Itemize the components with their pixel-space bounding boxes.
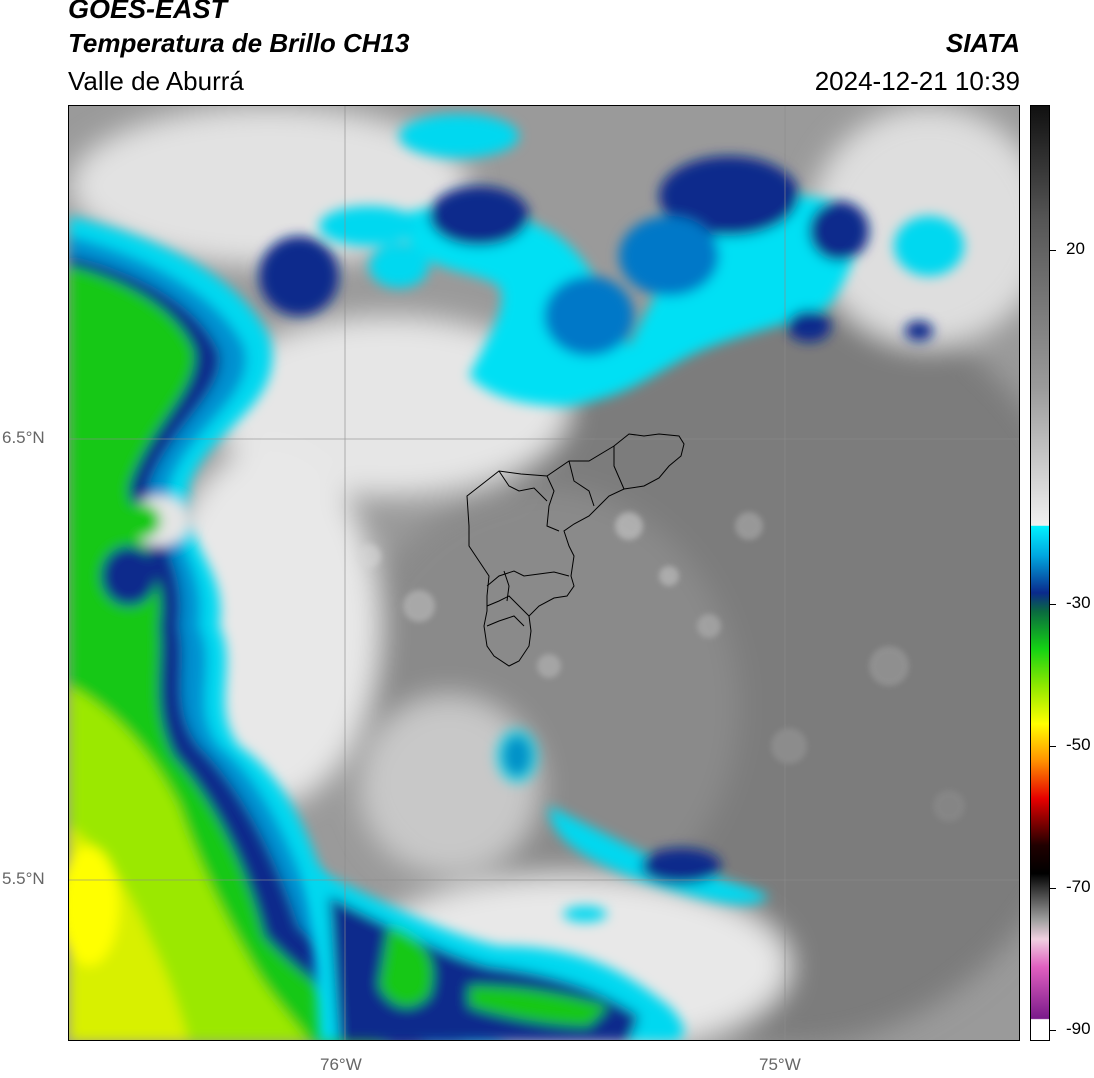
colorbar-tick — [1050, 746, 1056, 747]
satellite-map[interactable] — [68, 105, 1020, 1041]
colorbar-tick — [1050, 250, 1056, 251]
lon-label-76w: 76°W — [320, 1055, 362, 1074]
brand-label: SIATA — [945, 28, 1020, 58]
colorbar-label-minus50: -50 — [1066, 735, 1091, 754]
gridlines — [69, 106, 1019, 1040]
timestamp: 2024-12-21 10:39 — [814, 66, 1020, 96]
colorbar-label-minus30: -30 — [1066, 593, 1091, 612]
temperature-colorbar — [1030, 105, 1050, 1041]
colorbar-tick — [1050, 888, 1056, 889]
colorbar-tick — [1050, 1030, 1056, 1031]
colorbar-tick — [1050, 604, 1056, 605]
subtitle-region: Valle de Aburrá — [68, 66, 244, 96]
lon-label-75w: 75°W — [759, 1055, 801, 1074]
brightness-temperature-field — [69, 106, 1019, 1040]
title-product: Temperatura de Brillo CH13 — [68, 28, 410, 58]
colorbar-label-20: 20 — [1066, 239, 1085, 258]
colorbar-label-minus90: -90 — [1066, 1019, 1091, 1038]
title-satellite: GOES-EAST — [68, 0, 228, 24]
lat-label-5-5: 5.5°N — [2, 869, 45, 888]
colorbar-label-minus70: -70 — [1066, 877, 1091, 896]
valle-de-aburra-boundaries — [466, 433, 685, 667]
lat-label-6-5: 6.5°N — [2, 428, 45, 447]
